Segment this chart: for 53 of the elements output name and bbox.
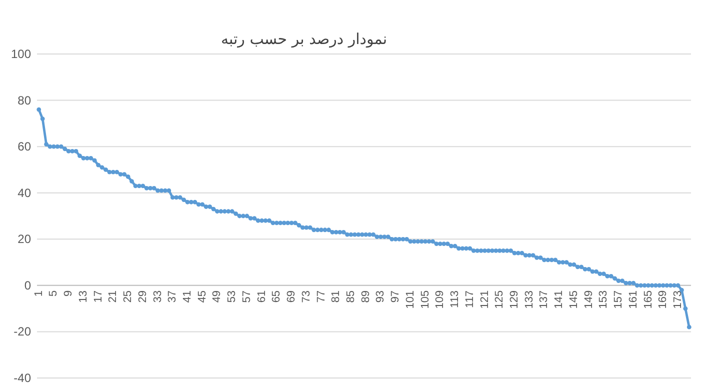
- x-tick-label: 85: [344, 290, 357, 303]
- x-tick-label: 125: [494, 290, 506, 309]
- x-tick-label: 41: [181, 290, 194, 303]
- x-tick-label: 113: [449, 290, 462, 308]
- x-tick-label: 129: [508, 290, 520, 309]
- x-tick-label: 117: [464, 290, 476, 308]
- x-tick-label: 1: [32, 290, 45, 297]
- x-tick-label: 81: [330, 290, 342, 303]
- x-tick-label: 133: [523, 290, 536, 309]
- x-tick-label: 105: [419, 290, 432, 309]
- y-tick-label: 40: [18, 186, 32, 200]
- x-tick-label: 57: [240, 290, 253, 303]
- y-tick-label: 0: [24, 278, 32, 292]
- x-tick-label: 13: [77, 290, 90, 303]
- x-tick-label: 157: [612, 290, 625, 309]
- y-tick-label: 60: [18, 140, 32, 154]
- x-tick-label: 21: [107, 290, 120, 303]
- y-tick-label: -20: [14, 324, 32, 339]
- x-tick-label: 101: [404, 290, 416, 309]
- x-tick-label: 145: [568, 290, 580, 309]
- x-tick-label: 69: [286, 290, 298, 303]
- y-tick-label: 20: [18, 232, 32, 246]
- x-tick-label: 9: [62, 290, 75, 297]
- x-tick-label: 153: [598, 290, 610, 309]
- x-tick-label: 29: [136, 290, 149, 303]
- x-tick-label: 97: [390, 290, 402, 303]
- x-tick-label: 109: [434, 290, 446, 309]
- x-tick-label: 137: [538, 290, 550, 309]
- x-tick-label: 169: [657, 290, 670, 309]
- y-tick-label: 100: [10, 47, 32, 61]
- x-tick-label: 89: [360, 290, 372, 303]
- x-tick-label: 25: [122, 290, 134, 303]
- x-tick-label: 65: [270, 290, 283, 303]
- chart-title: نمودار درصد بر حسب رتبه: [220, 30, 388, 48]
- x-tick-label: 77: [315, 290, 328, 303]
- y-tick-label: -40: [14, 371, 32, 385]
- x-tick-label: 5: [48, 290, 60, 297]
- x-tick-label: 93: [374, 290, 387, 303]
- x-tick-label: 121: [478, 290, 491, 309]
- x-tick-label: 37: [166, 290, 179, 303]
- x-tick-label: 165: [642, 290, 654, 309]
- x-tick-label: 161: [627, 290, 640, 309]
- x-tick-label: 17: [92, 290, 104, 303]
- x-tick-label: 49: [211, 290, 224, 303]
- y-tick-label: 80: [18, 93, 32, 108]
- x-tick-label: 149: [582, 290, 595, 309]
- x-tick-label: 141: [553, 290, 566, 309]
- x-tick-label: 53: [226, 290, 238, 303]
- x-tick-label: 33: [152, 290, 164, 303]
- x-tick-label: 45: [196, 290, 208, 303]
- x-tick-label: 61: [256, 290, 268, 303]
- x-tick-label: 73: [300, 290, 312, 303]
- x-tick-label: 173: [672, 290, 684, 309]
